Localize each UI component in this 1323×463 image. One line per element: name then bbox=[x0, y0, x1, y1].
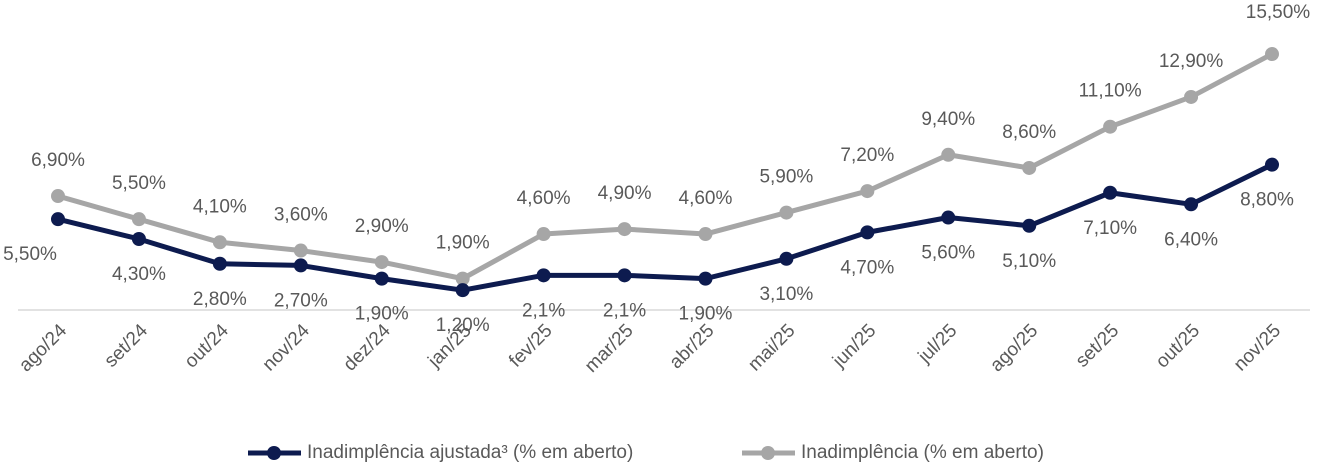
point bbox=[131, 212, 146, 227]
point bbox=[779, 205, 794, 220]
point bbox=[374, 255, 389, 270]
data-label: 2,70% bbox=[274, 290, 328, 311]
x-tick-label: jun/25 bbox=[828, 320, 880, 372]
data-label: 4,90% bbox=[598, 183, 652, 204]
legend-marker bbox=[761, 446, 775, 460]
point bbox=[698, 227, 713, 242]
point bbox=[941, 210, 956, 225]
point bbox=[779, 251, 794, 266]
x-tick-label: nov/25 bbox=[1230, 320, 1285, 375]
point bbox=[374, 271, 389, 286]
point bbox=[131, 231, 146, 246]
data-label: 5,60% bbox=[921, 243, 975, 264]
data-label: 9,40% bbox=[921, 109, 975, 130]
data-label: 2,80% bbox=[193, 289, 247, 310]
point bbox=[455, 283, 470, 298]
legend-label: Inadimplência (% em aberto) bbox=[801, 442, 1044, 463]
point bbox=[455, 271, 470, 286]
data-label: 12,90% bbox=[1159, 51, 1224, 72]
x-tick-label: out/24 bbox=[181, 320, 234, 373]
data-label: 2,1% bbox=[603, 300, 646, 321]
data-label: 1,90% bbox=[679, 304, 733, 325]
series-line bbox=[57, 162, 1274, 293]
point bbox=[617, 222, 632, 237]
legend-marker bbox=[267, 446, 281, 460]
point bbox=[698, 271, 713, 286]
data-label: 2,1% bbox=[522, 300, 565, 321]
data-label: 5,50% bbox=[112, 173, 166, 194]
x-tick-label: mai/25 bbox=[744, 320, 799, 375]
data-label: 8,60% bbox=[1002, 122, 1056, 143]
data-label: 7,20% bbox=[840, 145, 894, 166]
data-label: 4,10% bbox=[193, 196, 247, 217]
data-label: 4,60% bbox=[517, 188, 571, 209]
data-label: 15,50% bbox=[1246, 2, 1311, 23]
point bbox=[1022, 160, 1037, 175]
point bbox=[293, 243, 308, 258]
point bbox=[1184, 89, 1199, 104]
point bbox=[212, 256, 227, 271]
point bbox=[1265, 47, 1279, 62]
legend-label: Inadimplência ajustada³ (% em aberto) bbox=[307, 442, 633, 463]
data-label: 1,90% bbox=[436, 233, 490, 254]
data-label: 8,80% bbox=[1240, 190, 1294, 211]
x-tick-label: jul/25 bbox=[914, 320, 962, 368]
data-label: 11,10% bbox=[1079, 81, 1142, 102]
point bbox=[1265, 157, 1279, 172]
x-tick-label: ago/24 bbox=[15, 320, 71, 376]
point bbox=[1103, 185, 1118, 200]
point bbox=[51, 189, 65, 204]
data-label: 7,10% bbox=[1083, 218, 1137, 239]
point bbox=[293, 258, 308, 273]
data-label: 4,60% bbox=[679, 188, 733, 209]
x-tick-label: mar/25 bbox=[581, 320, 638, 377]
point bbox=[1184, 197, 1199, 212]
data-label: 5,50% bbox=[3, 244, 57, 265]
point bbox=[536, 268, 551, 283]
x-tick-label: set/25 bbox=[1072, 320, 1123, 371]
data-label: 3,60% bbox=[274, 205, 328, 226]
data-label: 6,40% bbox=[1164, 229, 1218, 250]
data-label: 4,30% bbox=[112, 264, 166, 285]
data-label: 4,70% bbox=[840, 257, 894, 278]
x-tick-label: fev/25 bbox=[505, 320, 556, 371]
point bbox=[1022, 218, 1037, 233]
data-label: 1,90% bbox=[355, 304, 409, 325]
x-tick-label: abr/25 bbox=[666, 320, 719, 373]
data-label: 1,20% bbox=[436, 315, 490, 336]
x-tick-label: dez/24 bbox=[340, 320, 395, 375]
data-label: 3,10% bbox=[759, 284, 813, 305]
x-tick-label: nov/24 bbox=[259, 320, 314, 375]
series-line bbox=[57, 51, 1274, 282]
point bbox=[860, 225, 875, 240]
point bbox=[1103, 119, 1118, 134]
point bbox=[51, 212, 65, 227]
point bbox=[860, 184, 875, 199]
x-tick-label: ago/25 bbox=[986, 320, 1042, 376]
point bbox=[941, 147, 956, 162]
x-tick-label: out/25 bbox=[1152, 320, 1204, 372]
point bbox=[212, 235, 227, 250]
data-label: 2,90% bbox=[355, 216, 409, 237]
point bbox=[617, 268, 632, 283]
point bbox=[536, 227, 551, 242]
x-tick-label: set/24 bbox=[101, 320, 153, 372]
data-label: 5,10% bbox=[1002, 251, 1056, 272]
data-label: 6,90% bbox=[31, 150, 85, 171]
data-label: 5,90% bbox=[759, 167, 813, 188]
